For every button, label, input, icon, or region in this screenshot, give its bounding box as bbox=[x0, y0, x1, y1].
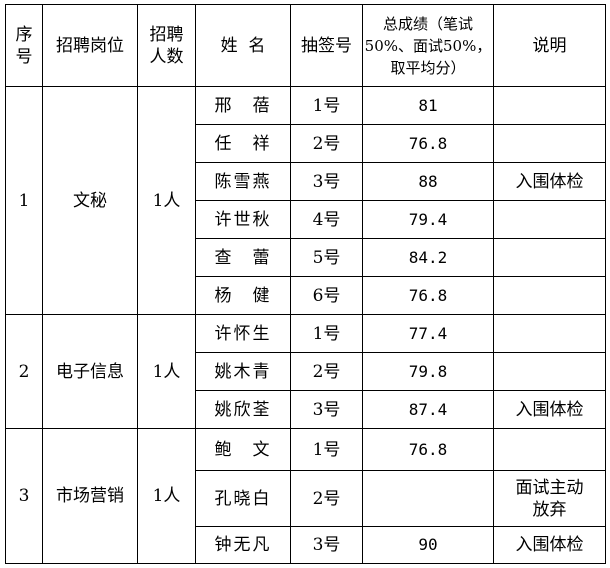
name-cell: 鲍 文 bbox=[195, 428, 291, 471]
table-row: 孔晓白 2号 面试主动放弃 bbox=[6, 470, 606, 527]
draw-cell: 1号 bbox=[290, 86, 363, 125]
name-cell: 许世秋 bbox=[195, 200, 291, 239]
note-cell: 入围体检 bbox=[493, 526, 606, 564]
score-cell: 81 bbox=[362, 86, 494, 125]
draw-cell: 3号 bbox=[290, 526, 363, 564]
score-cell: 84.2 bbox=[362, 238, 494, 277]
seq-cell: 2 bbox=[5, 314, 43, 429]
note-cell bbox=[493, 238, 606, 277]
table-row: 陈雪燕 3号 88 入围体检 bbox=[6, 162, 606, 201]
position-cell: 市场营销 bbox=[42, 428, 138, 564]
header-note: 说明 bbox=[493, 4, 606, 87]
header-row: 序号 招聘岗位 招聘 人数 姓 名 抽签号 总成绩（笔试 50%、面试50%， 取平均… bbox=[5, 4, 606, 87]
position-cell: 电子信息 bbox=[42, 314, 138, 429]
name-cell: 查 蕾 bbox=[195, 238, 291, 277]
table-row: 钟无凡 3号 90 入围体检 bbox=[6, 526, 606, 564]
score-cell: 87.4 bbox=[362, 390, 494, 429]
header-count: 招聘 人数 bbox=[137, 4, 196, 87]
table-row: 姚木青 2号 79.8 bbox=[6, 352, 606, 391]
name-cell: 姚欣荃 bbox=[195, 390, 291, 429]
draw-cell: 5号 bbox=[290, 238, 363, 277]
score-cell: 76.8 bbox=[362, 124, 494, 163]
draw-cell: 4号 bbox=[290, 200, 363, 239]
draw-cell: 6号 bbox=[290, 276, 363, 315]
score-cell: 76.8 bbox=[362, 428, 494, 471]
header-name: 姓 名 bbox=[195, 4, 291, 87]
results-table: 序号 招聘岗位 招聘 人数 姓 名 抽签号 总成绩（笔试 50%、面试50%， 取平均… bbox=[5, 4, 606, 564]
table-row: 3 市场营销 1人鲍 文 1号 76.8 bbox=[5, 428, 606, 564]
header-seq: 序号 bbox=[5, 4, 43, 87]
table-row: 杨 健 6号 76.8 bbox=[6, 276, 606, 315]
position-cell: 文秘 bbox=[42, 86, 138, 315]
name-cell: 任 祥 bbox=[195, 124, 291, 163]
name-cell: 陈雪燕 bbox=[195, 162, 291, 201]
score-cell: 79.4 bbox=[362, 200, 494, 239]
name-cell: 杨 健 bbox=[195, 276, 291, 315]
score-cell: 77.4 bbox=[362, 314, 494, 353]
score-cell: 76.8 bbox=[362, 276, 494, 315]
draw-cell: 1号 bbox=[290, 428, 363, 471]
note-cell: 面试主动放弃 bbox=[493, 470, 606, 527]
note-cell bbox=[493, 314, 606, 353]
note-cell bbox=[493, 276, 606, 315]
score-cell bbox=[362, 470, 494, 527]
draw-cell: 2号 bbox=[290, 470, 363, 527]
score-cell: 90 bbox=[362, 526, 494, 564]
note-cell bbox=[493, 200, 606, 239]
table-row: 查 蕾 5号 84.2 bbox=[6, 238, 606, 277]
seq-cell: 3 bbox=[5, 428, 43, 564]
note-cell bbox=[493, 124, 606, 163]
draw-cell: 2号 bbox=[290, 124, 363, 163]
draw-cell: 3号 bbox=[290, 162, 363, 201]
note-cell bbox=[493, 352, 606, 391]
note-cell bbox=[493, 428, 606, 471]
score-cell: 79.8 bbox=[362, 352, 494, 391]
name-cell: 许怀生 bbox=[195, 314, 291, 353]
score-cell: 88 bbox=[362, 162, 494, 201]
note-cell bbox=[493, 86, 606, 125]
seq-cell: 1 bbox=[5, 86, 43, 315]
name-cell: 姚木青 bbox=[195, 352, 291, 391]
name-cell: 孔晓白 bbox=[195, 470, 291, 527]
name-cell: 邢 蓓 bbox=[195, 86, 291, 125]
count-cell: 1人 bbox=[137, 428, 196, 564]
draw-cell: 2号 bbox=[290, 352, 363, 391]
draw-cell: 1号 bbox=[290, 314, 363, 353]
table-row: 1 文秘 1人邢 蓓 1号 81 bbox=[5, 86, 606, 315]
table-row: 任 祥 2号 76.8 bbox=[6, 124, 606, 163]
draw-cell: 3号 bbox=[290, 390, 363, 429]
note-cell: 入围体检 bbox=[493, 390, 606, 429]
note-cell: 入围体检 bbox=[493, 162, 606, 201]
table-row: 许世秋 4号 79.4 bbox=[6, 200, 606, 239]
header-position: 招聘岗位 bbox=[42, 4, 138, 87]
table-row: 2 电子信息 1人 许怀生 1号 77.4 bbox=[5, 314, 606, 429]
header-draw: 抽签号 bbox=[290, 4, 363, 87]
count-cell: 1人 bbox=[137, 86, 196, 315]
count-cell: 1人 bbox=[137, 314, 196, 429]
name-cell: 钟无凡 bbox=[195, 526, 291, 564]
header-score: 总成绩（笔试 50%、面试50%， 取平均分） bbox=[362, 4, 494, 87]
